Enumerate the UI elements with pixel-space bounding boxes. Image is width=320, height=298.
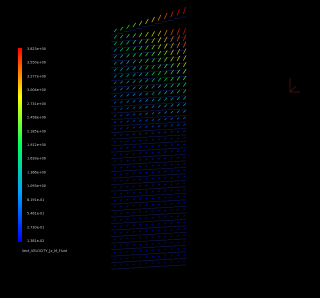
legend-label: 3.277e+00 xyxy=(27,74,46,78)
legend-label: 1.366e+00 xyxy=(27,170,46,174)
legend-label: 2.458e+00 xyxy=(27,116,46,120)
legend-label: 2.185e+00 xyxy=(27,129,46,133)
color-bar xyxy=(18,48,22,242)
legend-labels: 3.823e+00 3.550e+00 3.277e+00 3.004e+00 2.73… xyxy=(27,47,46,243)
legend-label: 1.912e+00 xyxy=(27,143,46,147)
legend-title: Vect_VELOCITY_[x_M_Fluid xyxy=(22,249,67,253)
legend-label: 3.550e+00 xyxy=(27,61,46,65)
legend-label: 5.461e-01 xyxy=(27,212,44,216)
legend-label: 2.731e+00 xyxy=(27,102,46,106)
legend-label: 3.823e+00 xyxy=(27,47,46,51)
legend-label: 2.730e-01 xyxy=(27,225,44,229)
legend-label: 8.191e-01 xyxy=(27,198,44,202)
legend-label: 1.093e+00 xyxy=(27,184,46,188)
legend-label: 1.381e-02 xyxy=(27,239,44,243)
legend-label: 3.004e+00 xyxy=(27,88,46,92)
legend-label: 1.639e+00 xyxy=(27,157,46,161)
viewport: Vect_VELOCITY_[x_M_Fluid 3.823e+00 3.550e… xyxy=(0,0,320,298)
